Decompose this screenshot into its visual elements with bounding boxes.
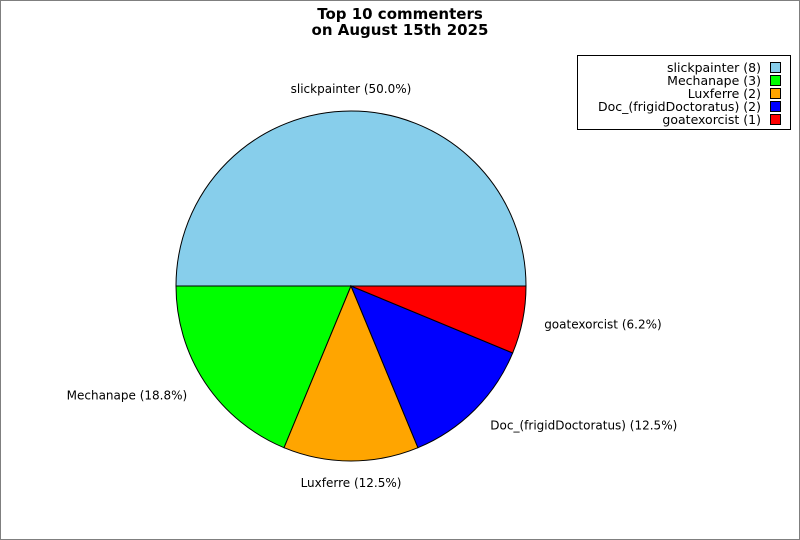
pie-slice-luxferre xyxy=(283,284,419,462)
legend-swatch xyxy=(770,88,781,99)
legend-label: goatexorcist (1) xyxy=(662,112,761,127)
pie-slice-slickpainter xyxy=(175,110,527,287)
chart-legend: slickpainter (8) Mechanape (3) Luxferre (2… xyxy=(577,55,791,130)
legend-label: Doc_(frigidDoctoratus) (2) xyxy=(597,99,761,114)
legend-label: Mechanape (3) xyxy=(667,73,761,88)
pie-slice-doc-frigiddoctoratus xyxy=(350,285,514,449)
legend-swatch xyxy=(770,101,781,112)
legend-item-mechanape: Mechanape (3) xyxy=(578,74,781,87)
legend-item-goatexorcist: goatexorcist (1) xyxy=(578,113,781,126)
slice-label-slickpainter: slickpainter (50.0%) xyxy=(291,82,412,96)
slice-label-mechanape: Mechanape (18.8%) xyxy=(67,388,188,402)
chart-title-line-2: on August 15th 2025 xyxy=(311,21,489,39)
legend-item-luxferre: Luxferre (2) xyxy=(578,87,781,100)
legend-item-doc-frigiddoctoratus: Doc_(frigidDoctoratus) (2) xyxy=(578,100,781,113)
legend-item-slickpainter: slickpainter (8) xyxy=(578,61,781,74)
legend-label: slickpainter (8) xyxy=(667,60,761,75)
legend-swatch xyxy=(770,62,781,73)
slice-label-goatexorcist: goatexorcist (6.2%) xyxy=(544,317,662,331)
pie-slice-mechanape xyxy=(175,285,352,449)
legend-swatch xyxy=(770,75,781,86)
chart-title-line-1: Top 10 commenters xyxy=(317,5,483,23)
legend-swatch xyxy=(770,114,781,125)
chart-title: Top 10 commenters on August 15th 2025 xyxy=(1,6,799,38)
slice-label-luxferre: Luxferre (12.5%) xyxy=(301,476,402,490)
pie-slice-goatexorcist xyxy=(350,285,527,354)
slice-label-doc-frigiddoctoratus: Doc_(frigidDoctoratus) (12.5%) xyxy=(490,418,677,432)
legend-label: Luxferre (2) xyxy=(687,86,761,101)
